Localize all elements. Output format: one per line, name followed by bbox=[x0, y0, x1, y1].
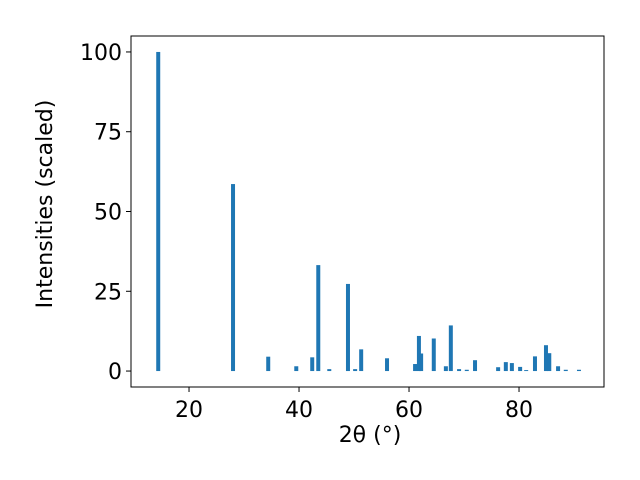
x-tick-label: 20 bbox=[175, 398, 203, 423]
bar bbox=[563, 369, 568, 372]
plot-frame bbox=[130, 35, 605, 388]
bar bbox=[543, 345, 548, 372]
bar bbox=[385, 358, 390, 372]
bar bbox=[473, 360, 478, 372]
x-tick-label: 80 bbox=[505, 398, 533, 423]
x-tick-label: 60 bbox=[395, 398, 423, 423]
bar bbox=[310, 357, 315, 372]
bar bbox=[532, 356, 537, 372]
bar bbox=[448, 325, 453, 372]
bar bbox=[457, 369, 462, 372]
bar bbox=[345, 283, 350, 372]
bar bbox=[464, 369, 469, 372]
bar bbox=[316, 265, 321, 372]
bar bbox=[156, 51, 161, 372]
bar bbox=[294, 366, 299, 372]
bar bbox=[576, 369, 581, 372]
y-tick-label: 50 bbox=[94, 201, 122, 226]
bar bbox=[419, 353, 424, 372]
bar bbox=[503, 362, 508, 372]
bar bbox=[266, 356, 271, 372]
y-tick-label: 0 bbox=[108, 360, 122, 385]
x-tick-label: 40 bbox=[285, 398, 313, 423]
x-axis-label: 2θ (°) bbox=[339, 423, 402, 448]
bar bbox=[359, 349, 364, 372]
bar bbox=[416, 335, 421, 372]
bar bbox=[431, 338, 436, 372]
y-tick-label: 100 bbox=[80, 41, 122, 66]
y-tick-label: 25 bbox=[94, 280, 122, 305]
bar bbox=[518, 366, 523, 372]
bar bbox=[509, 363, 514, 372]
bar bbox=[327, 369, 332, 372]
bar bbox=[524, 370, 529, 372]
y-axis-label: Intensities (scaled) bbox=[33, 100, 58, 309]
bar bbox=[413, 364, 418, 372]
y-tick-label: 75 bbox=[94, 121, 122, 146]
bar bbox=[496, 367, 501, 372]
bar bbox=[231, 184, 236, 372]
bar bbox=[443, 366, 448, 372]
bar bbox=[353, 369, 358, 372]
bar bbox=[547, 353, 552, 372]
bar bbox=[556, 366, 561, 372]
